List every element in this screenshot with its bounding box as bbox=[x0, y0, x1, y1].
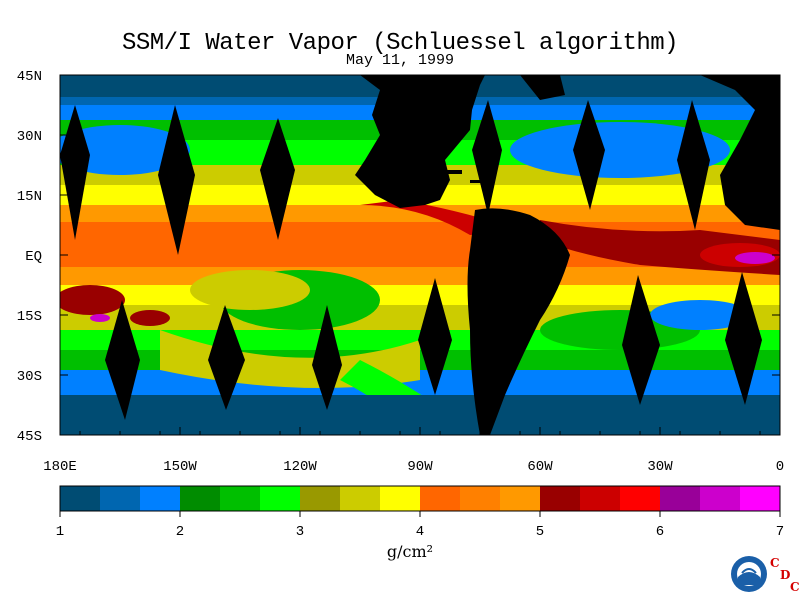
colorbar-swatch bbox=[300, 486, 341, 511]
lat-tick-label: 45S bbox=[17, 429, 42, 445]
colorbar-swatch bbox=[540, 486, 581, 511]
lon-tick-label: 30W bbox=[647, 459, 673, 475]
lat-tick-label: EQ bbox=[25, 249, 42, 265]
lon-tick-label: 90W bbox=[407, 459, 433, 475]
colorbar-swatch bbox=[340, 486, 381, 511]
water-vapor-field bbox=[60, 75, 780, 435]
map-title: SSM/I Water Vapor (Schluessel algorithm) bbox=[121, 30, 679, 57]
lon-tick-label: 120W bbox=[283, 459, 317, 475]
colorbar-swatch bbox=[500, 486, 541, 511]
lat-tick-label: 30S bbox=[17, 369, 42, 385]
colorbar-swatch bbox=[460, 486, 501, 511]
colorbar-tick-label: 6 bbox=[656, 524, 664, 540]
data-gap-swaths bbox=[60, 100, 762, 420]
colorbar-swatch bbox=[220, 486, 261, 511]
colorbar-swatch bbox=[620, 486, 661, 511]
colorbar-swatch bbox=[100, 486, 141, 511]
cdc-letter-2: D bbox=[780, 568, 791, 582]
noaa-logo-icon bbox=[731, 556, 767, 592]
colorbar-swatch bbox=[60, 486, 101, 511]
colorbar-swatch bbox=[700, 486, 741, 511]
colorbar-swatch bbox=[420, 486, 461, 511]
colorbar-swatch bbox=[180, 486, 221, 511]
cdc-letter-3: C bbox=[790, 580, 800, 594]
lon-tick-label: 0 bbox=[776, 459, 784, 475]
colorbar-tick-label: 5 bbox=[536, 524, 544, 540]
lat-tick-label: 30N bbox=[17, 129, 42, 145]
lon-tick-label: 180E bbox=[43, 459, 77, 475]
lon-tick-label: 60W bbox=[527, 459, 553, 475]
latitude-axis: 45N 30N 15N EQ 15S 30S 45S bbox=[17, 69, 780, 445]
colorbar-swatch bbox=[660, 486, 701, 511]
colorbar-tick-label: 2 bbox=[176, 524, 184, 540]
colorbar-tick-label: 1 bbox=[56, 524, 64, 540]
colorbar-tick-label: 4 bbox=[416, 524, 424, 540]
lat-tick-label: 15S bbox=[17, 309, 42, 325]
lat-tick-label: 45N bbox=[17, 69, 42, 85]
colorbar-swatch bbox=[260, 486, 301, 511]
longitude-axis: 180E 150W 120W 90W 60W 30W 0 bbox=[43, 427, 784, 475]
lat-tick-label: 15N bbox=[17, 189, 42, 205]
map-date: May 11, 1999 bbox=[345, 52, 455, 69]
cdc-letter-1: C bbox=[770, 556, 780, 570]
colorbar-swatch bbox=[140, 486, 181, 511]
colorbar-unit: g/cm² bbox=[386, 542, 434, 561]
colorbar-tick-label: 7 bbox=[776, 524, 784, 540]
colorbar-swatch bbox=[580, 486, 621, 511]
colorbar-tick-label: 3 bbox=[296, 524, 304, 540]
colorbar-ticks: 1 2 3 4 5 6 7 bbox=[56, 511, 784, 540]
colorbar-swatch bbox=[380, 486, 421, 511]
lon-tick-label: 150W bbox=[163, 459, 197, 475]
colorbar bbox=[60, 486, 781, 511]
colorbar-swatch bbox=[740, 486, 781, 511]
